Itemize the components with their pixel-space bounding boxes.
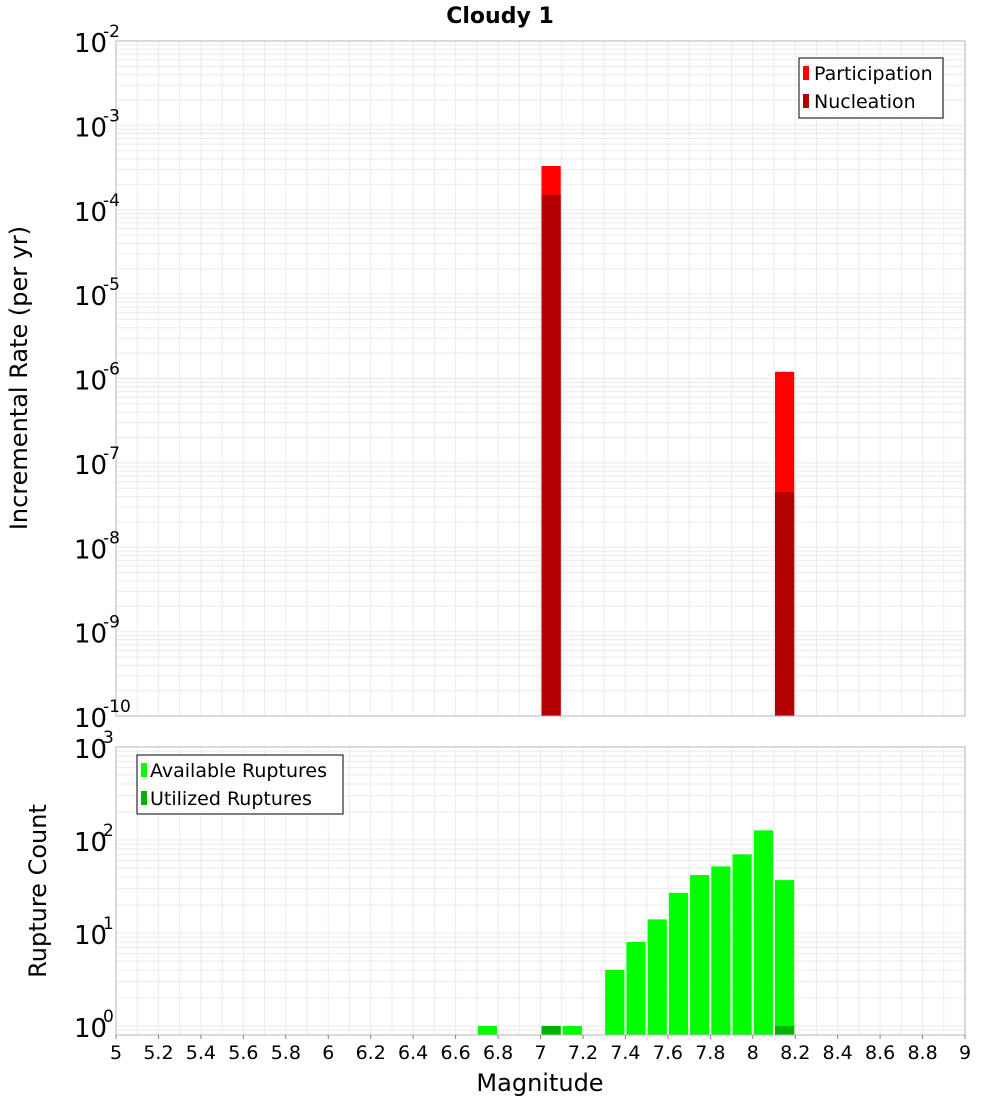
legend-label-utilized: Utilized Ruptures xyxy=(150,788,312,810)
x-tick-label: 7.8 xyxy=(695,1042,725,1064)
rate-plot-y-tick-label: 10 xyxy=(74,704,107,734)
count-plot-y-tick-exponent: 2 xyxy=(103,821,114,841)
x-tick-label: 8 xyxy=(747,1042,759,1064)
x-tick-label: 6 xyxy=(322,1042,334,1064)
available-ruptures-bar xyxy=(605,969,625,1035)
available-ruptures-bar xyxy=(477,1025,498,1035)
x-tick-label: 6.6 xyxy=(440,1042,470,1064)
x-tick-label: 8.4 xyxy=(823,1042,853,1064)
available-ruptures-bar xyxy=(774,880,795,1035)
available-ruptures-bar xyxy=(711,866,731,1035)
count-plot-legend-box xyxy=(136,754,344,815)
count-plot-legend: Available Ruptures Utilized Ruptures xyxy=(136,754,344,815)
rate-plot-y-tick-label: 10 xyxy=(74,367,107,397)
x-tick-label: 8.2 xyxy=(780,1042,810,1064)
rate-plot-y-tick-exponent: -4 xyxy=(103,191,120,211)
legend-label-nucleation: Nucleation xyxy=(814,91,916,113)
rate-plot-legend: Participation Nucleation xyxy=(798,57,944,119)
rate-plot-y-tick-exponent: -8 xyxy=(103,528,120,548)
legend-label-available: Available Ruptures xyxy=(150,760,327,782)
available-ruptures-bar xyxy=(626,942,646,1035)
rate-plot-bars xyxy=(541,166,795,717)
rate-plot-legend-box xyxy=(798,57,944,119)
x-tick-label: 7.2 xyxy=(568,1042,598,1064)
count-plot-y-tick-exponent: 0 xyxy=(103,1007,114,1027)
count-plot-y-tick-exponent: 1 xyxy=(103,914,114,934)
legend-swatch-available xyxy=(141,763,147,777)
chart-title: Cloudy 1 xyxy=(446,4,554,29)
rate-plot-y-tick-label: 10 xyxy=(74,451,107,481)
x-tick-label: 6.4 xyxy=(398,1042,428,1064)
rate-plot-y-tick-exponent: -2 xyxy=(103,22,120,42)
count-plot-y-tick-label: 10 xyxy=(74,735,107,765)
rate-plot-frame xyxy=(115,40,966,717)
rate-plot-y-tick-label: 10 xyxy=(74,535,107,565)
available-ruptures-bar xyxy=(562,1025,582,1035)
nucleation-bar xyxy=(774,492,795,716)
utilized-ruptures-bar xyxy=(541,1025,561,1035)
rate-plot-y-tick-label: 10 xyxy=(74,282,107,312)
x-tick-label: 5.6 xyxy=(228,1042,258,1064)
available-ruptures-bar xyxy=(668,892,689,1035)
count-plot-y-tick-label: 10 xyxy=(74,1014,107,1044)
rate-plot-y-tick-label: 10 xyxy=(74,620,107,650)
x-tick-label: 7 xyxy=(534,1042,546,1064)
utilized-ruptures-bar xyxy=(774,1025,795,1035)
available-ruptures-bar xyxy=(753,830,773,1035)
x-tick-label: 5 xyxy=(110,1042,122,1064)
x-tick-label: 5.4 xyxy=(186,1042,216,1064)
rate-plot-y-axis-label: Incremental Rate (per yr) xyxy=(5,226,33,530)
x-tick-label: 7.4 xyxy=(610,1042,640,1064)
x-tick-label: 7.6 xyxy=(653,1042,683,1064)
available-ruptures-bar xyxy=(690,875,710,1035)
x-axis-ticks: 5 5.2 5.4 5.6 5.8 6 6.2 6.4 6.6 6.8 7 7.2 7.4 7.6 7.8 8… xyxy=(110,1035,971,1064)
rate-plot-y-tick-label: 10 xyxy=(74,29,107,59)
rate-plot-y-tick-exponent: -6 xyxy=(103,360,120,380)
legend-swatch-nucleation xyxy=(803,94,809,108)
rate-plot-y-tick-exponent: -10 xyxy=(103,697,131,717)
x-tick-label: 6.8 xyxy=(483,1042,513,1064)
x-tick-label: 8.6 xyxy=(865,1042,895,1064)
x-tick-label: 5.8 xyxy=(271,1042,301,1064)
x-axis-label: Magnitude xyxy=(476,1069,603,1097)
rate-plot-y-tick-exponent: -3 xyxy=(103,106,120,126)
rate-plot-y-tick-label: 10 xyxy=(74,113,107,143)
count-plot-y-tick-label: 10 xyxy=(74,828,107,858)
nucleation-bar xyxy=(541,194,561,716)
rate-plot-y-tick-label: 10 xyxy=(74,198,107,228)
rate-plot-y-tick-exponent: -7 xyxy=(103,444,120,464)
x-tick-label: 8.8 xyxy=(907,1042,937,1064)
x-tick-label: 6.2 xyxy=(356,1042,386,1064)
x-tick-label: 5.2 xyxy=(143,1042,173,1064)
rate-plot-y-tick-exponent: -5 xyxy=(103,275,120,295)
available-ruptures-bar xyxy=(732,854,752,1035)
legend-swatch-utilized xyxy=(141,791,147,805)
count-plot-y-tick-label: 10 xyxy=(74,921,107,951)
count-plot-bars xyxy=(477,830,795,1035)
count-plot-y-tick-exponent: 3 xyxy=(103,728,114,748)
legend-label-participation: Participation xyxy=(814,63,933,85)
x-tick-label: 9 xyxy=(959,1042,971,1064)
rate-plot-y-tick-exponent: -9 xyxy=(103,613,120,633)
count-plot-y-axis-label: Rupture Count xyxy=(24,804,52,978)
rate-plot-grid xyxy=(115,41,966,717)
available-ruptures-bar xyxy=(647,919,667,1035)
legend-swatch-participation xyxy=(803,66,809,80)
